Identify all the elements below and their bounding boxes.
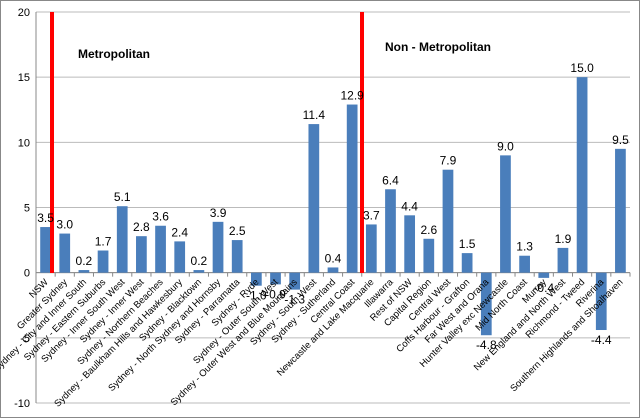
bar [250, 272, 262, 286]
value-label: 3.5 [37, 211, 54, 225]
value-label: 11.4 [303, 108, 326, 122]
bar [365, 224, 377, 273]
value-label: 1.3 [516, 240, 533, 254]
value-label: 2.4 [171, 225, 188, 239]
bar [500, 155, 511, 273]
value-label: 4.4 [401, 199, 418, 213]
value-label: -1.0 [246, 289, 267, 303]
bar [289, 272, 301, 290]
bar [615, 148, 626, 273]
bar [327, 267, 339, 273]
value-label: 12.9 [340, 89, 364, 103]
bar [576, 77, 588, 273]
bar [193, 270, 205, 273]
value-label: 6.4 [382, 173, 399, 187]
bars [40, 77, 626, 336]
bar [557, 247, 569, 273]
bar [136, 236, 147, 273]
bar [308, 124, 320, 273]
bar [442, 169, 454, 273]
annotation: Metropolitan [78, 47, 150, 61]
y-tick-label: 10 [18, 137, 30, 149]
value-label: -4.4 [591, 333, 612, 347]
value-label: 1.9 [555, 232, 572, 246]
value-label: 2.8 [133, 220, 150, 234]
bar [116, 206, 128, 273]
value-label: -4.8 [476, 338, 497, 352]
value-label: 1.5 [459, 237, 476, 251]
annotation: Non - Metropolitan [385, 40, 491, 54]
bar [595, 272, 607, 331]
bar [346, 104, 358, 273]
value-label: 2.5 [229, 224, 246, 238]
value-label: -0.4 [533, 281, 554, 295]
bar [480, 272, 492, 336]
y-tick-label: -10 [14, 398, 30, 410]
value-label: 0.2 [76, 254, 93, 268]
y-tick-label: 20 [18, 7, 30, 19]
value-label: 9.5 [612, 133, 629, 147]
value-label: 15.0 [570, 61, 594, 75]
bar [270, 272, 281, 285]
value-label: 0.2 [191, 254, 208, 268]
value-label: 0.4 [325, 251, 342, 265]
value-label: 2.6 [420, 223, 437, 237]
value-label: 3.6 [152, 210, 169, 224]
bar [423, 238, 435, 273]
bar [385, 189, 396, 273]
value-label: 7.9 [440, 154, 457, 168]
value-label: 3.0 [56, 218, 73, 232]
bar [174, 241, 186, 273]
value-label: 3.9 [210, 206, 227, 220]
bar [538, 272, 550, 278]
y-tick-label: 0 [24, 268, 30, 280]
value-label: 5.1 [114, 190, 131, 204]
value-label: 9.0 [497, 139, 514, 153]
y-tick-label: 15 [18, 72, 30, 84]
bar [155, 225, 166, 273]
value-label: -0.9 [265, 287, 286, 301]
bar [404, 215, 416, 273]
value-label: 1.7 [95, 235, 112, 249]
bar [78, 270, 90, 273]
y-tick-label: 5 [24, 203, 30, 215]
y-tick-label: -5 [20, 333, 30, 345]
bar [59, 233, 71, 273]
bar [231, 240, 243, 273]
bar [519, 255, 530, 273]
bar [212, 221, 224, 273]
bar [97, 250, 109, 273]
bar [40, 227, 51, 273]
bar [461, 253, 473, 273]
value-label: -1.3 [284, 293, 305, 307]
value-label: 3.7 [363, 208, 380, 222]
